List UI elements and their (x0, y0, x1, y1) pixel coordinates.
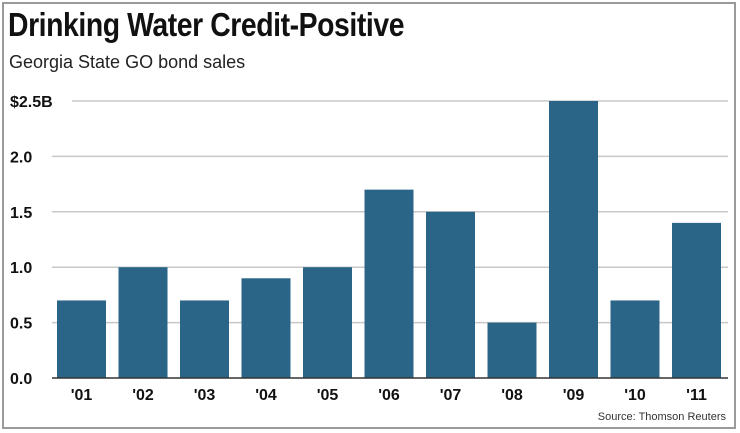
y-tick-label: 1.0 (10, 260, 32, 277)
x-tick-label: '09 (563, 387, 585, 404)
x-tick-label: '10 (624, 387, 646, 404)
bar (487, 322, 537, 378)
source-note: Source: Thomson Reuters (598, 411, 727, 423)
bar (672, 222, 721, 378)
bar (426, 211, 475, 378)
x-tick-label: '02 (132, 387, 154, 404)
x-tick-label: '11 (686, 387, 707, 404)
bar (303, 267, 352, 378)
x-tick-label: '01 (71, 387, 93, 404)
y-tick-label: 0.5 (10, 316, 32, 333)
bar (241, 278, 291, 378)
y-tick-label: 1.5 (10, 205, 32, 222)
x-tick-label: '08 (501, 387, 523, 404)
bar (180, 300, 229, 378)
x-tick-label: '03 (194, 387, 216, 404)
bar (118, 267, 168, 378)
y-tick-label: $2.5B (10, 94, 53, 111)
bar (364, 189, 414, 378)
x-tick-label: '05 (317, 387, 339, 404)
x-tick-label: '04 (255, 387, 277, 404)
bar (57, 300, 106, 378)
chart-subtitle: Georgia State GO bond sales (9, 52, 246, 72)
bar (549, 101, 598, 378)
bar (610, 300, 660, 378)
x-tick-label: '06 (378, 387, 400, 404)
y-tick-label: 0.0 (10, 371, 32, 388)
x-tick-label: '07 (440, 387, 462, 404)
chart-frame (2, 2, 736, 429)
chart-title: Drinking Water Credit-Positive (8, 6, 405, 43)
y-tick-label: 2.0 (10, 149, 32, 166)
